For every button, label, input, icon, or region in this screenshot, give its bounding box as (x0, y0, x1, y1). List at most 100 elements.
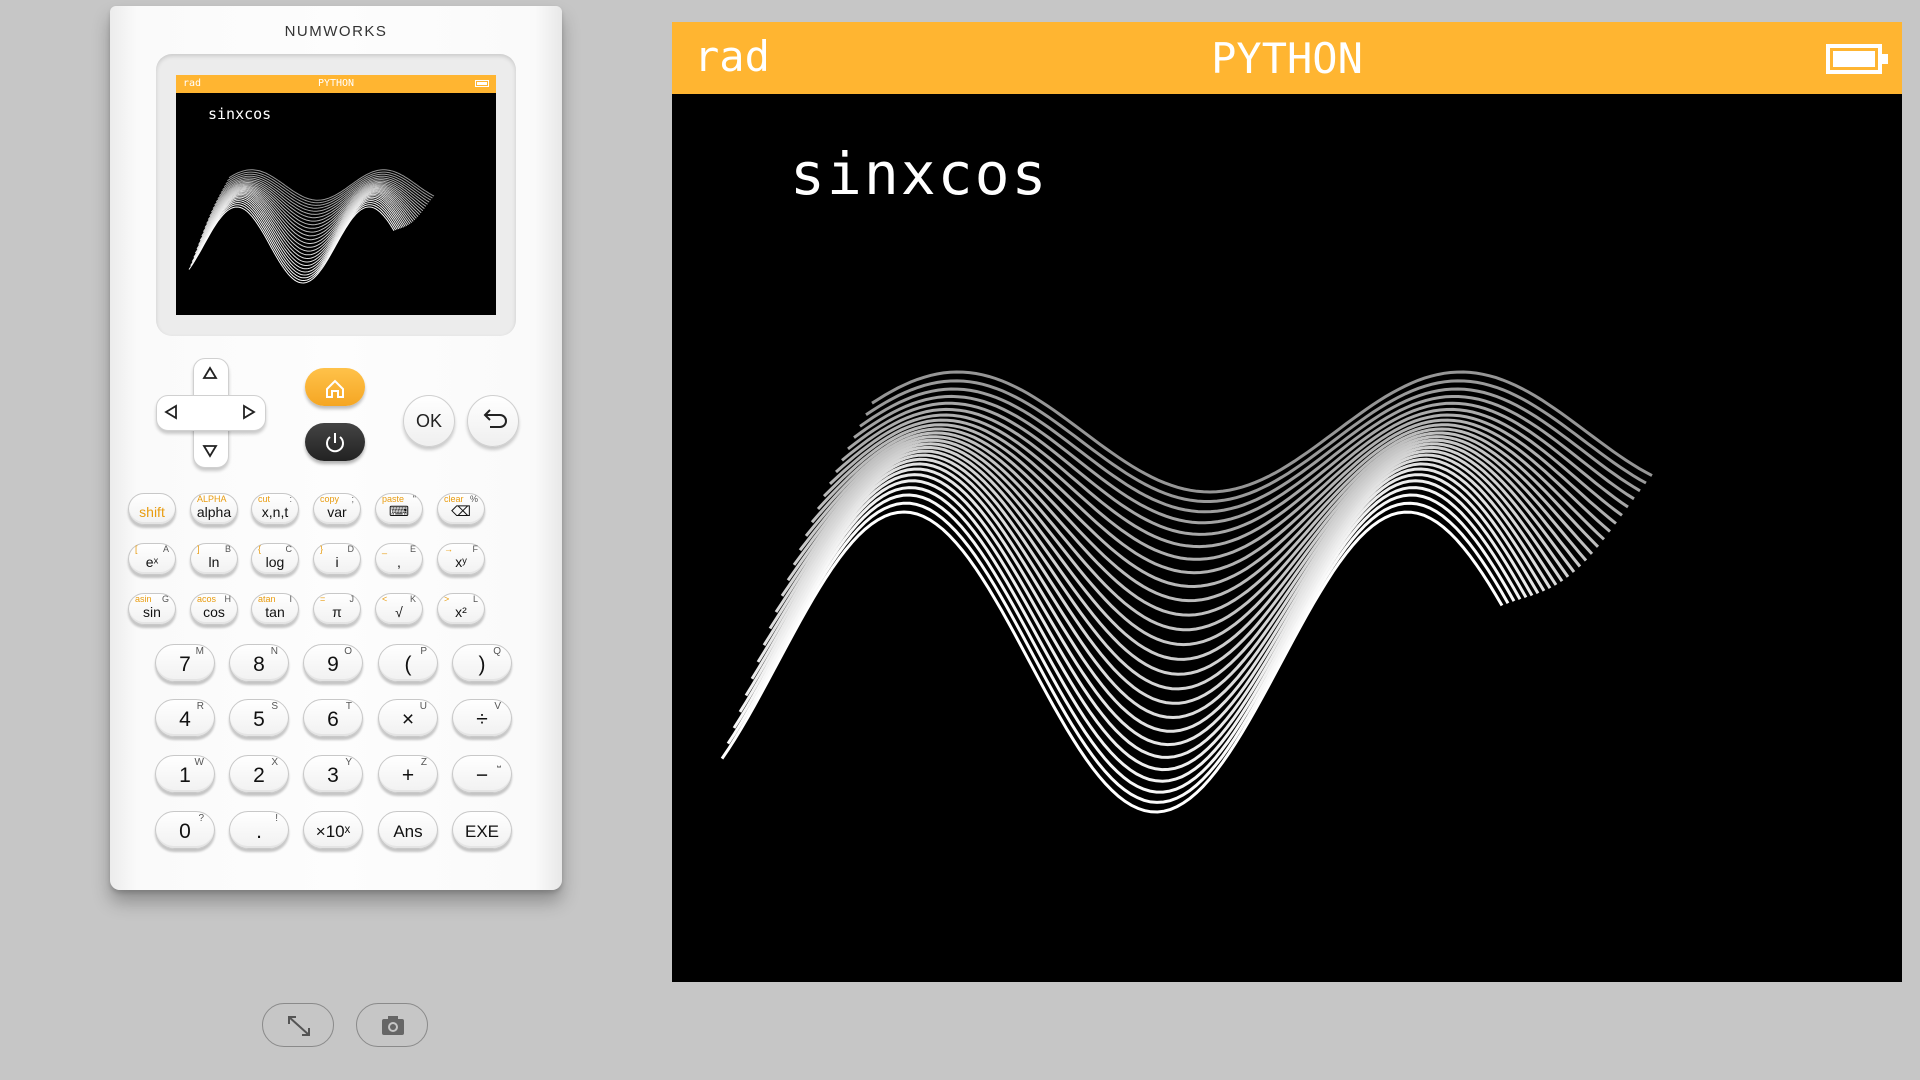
key-0-4[interactable]: paste " ⌨ (375, 493, 423, 525)
key-letter-label: " (412, 494, 416, 504)
key-label: ln (208, 554, 220, 570)
back-button[interactable] (467, 395, 519, 447)
key-letter-label: M (195, 646, 204, 657)
wave-line (214, 184, 420, 229)
key-0-5[interactable]: clear% ⌫ (437, 493, 485, 525)
home-icon (326, 379, 344, 398)
wave-line (853, 394, 1635, 525)
wave-line (199, 193, 406, 263)
wave-line (222, 177, 428, 212)
screenshot-button[interactable] (356, 1003, 428, 1047)
wave-line (726, 501, 1510, 804)
key-3-4[interactable]: Q) (452, 644, 512, 682)
key-label: × (401, 708, 415, 731)
key-5-3[interactable]: Z + (378, 755, 438, 793)
wave-line (780, 449, 1564, 691)
key-label: alpha (196, 504, 232, 520)
key-label: shift (139, 504, 165, 520)
key-label: ⌫ (451, 503, 471, 519)
key-letter-label: Y (345, 757, 352, 768)
key-letter-label: : (289, 494, 292, 504)
ok-button[interactable]: OK (403, 395, 455, 447)
key-6-4[interactable]: EXE (452, 811, 512, 849)
key-label: ÷ (476, 708, 488, 731)
wave-line (212, 185, 419, 233)
key-5-4[interactable]: ⎵ − (452, 755, 512, 793)
mini-app-title: PYTHON (317, 78, 355, 89)
mini-screen: rad PYTHON sinxcos (176, 75, 496, 315)
key-letter-label: % (469, 494, 478, 504)
left-arrow-icon[interactable] (164, 404, 177, 420)
key-3-3[interactable]: P( (378, 644, 438, 682)
key-label: 0 (179, 820, 191, 843)
wave-line (804, 435, 1588, 632)
key-0-1[interactable]: ALPHA alpha (190, 493, 238, 525)
fullscreen-icon (288, 1016, 310, 1036)
key-letter-label: T (345, 701, 352, 712)
wave-line (774, 453, 1558, 705)
fullscreen-button[interactable] (262, 1003, 334, 1047)
up-arrow-icon[interactable] (202, 366, 218, 379)
key-2-4[interactable]: < K √ (375, 593, 423, 625)
camera-icon (382, 1016, 404, 1035)
wave-line (744, 479, 1528, 772)
wave-line (865, 379, 1647, 503)
key-0-3[interactable]: copy; var (313, 493, 361, 525)
key-alt-label: } (320, 544, 324, 554)
wave-line (223, 175, 430, 209)
key-1-4[interactable]: _ E, (375, 543, 423, 575)
key-alt-label: ] (197, 544, 200, 554)
key-0-0[interactable]: shift (128, 493, 176, 525)
key-letter-label: O (344, 646, 352, 657)
key-6-3[interactable]: Ans (378, 811, 438, 849)
power-button[interactable] (305, 423, 365, 461)
key-4-3[interactable]: U × (378, 699, 438, 737)
key-letter-label: U (419, 701, 427, 712)
key-4-4[interactable]: V ÷ (452, 699, 512, 737)
dpad[interactable] (156, 358, 266, 468)
key-label: var (327, 504, 347, 520)
right-arrow-icon[interactable] (243, 404, 256, 420)
key-letter-label: V (494, 701, 501, 712)
key-label: eˣ (145, 554, 159, 570)
wave-line (822, 423, 1606, 589)
wave-line (225, 173, 432, 206)
key-0-2[interactable]: cut: x,n,t (251, 493, 299, 525)
back-arrow-icon (483, 409, 507, 428)
home-button[interactable] (305, 368, 365, 406)
wave-line (227, 171, 433, 204)
key-label: 6 (327, 708, 339, 731)
key-6-1[interactable]: !. (229, 811, 289, 849)
key-label: , (397, 554, 401, 570)
down-arrow-icon[interactable] (202, 445, 218, 458)
battery-icon (1826, 44, 1888, 74)
key-alt-label: copy (320, 494, 340, 504)
ok-label: OK (415, 411, 442, 431)
key-label: tan (265, 604, 285, 620)
mini-wave-plot (188, 169, 435, 284)
large-display: rad PYTHON sinxcos (672, 22, 1902, 982)
key-6-0[interactable]: ? 0 (155, 811, 215, 849)
mini-angle-mode: rad (183, 78, 202, 89)
key-6-2[interactable]: ×10ˣ (303, 811, 363, 849)
mini-battery-icon (475, 80, 489, 87)
